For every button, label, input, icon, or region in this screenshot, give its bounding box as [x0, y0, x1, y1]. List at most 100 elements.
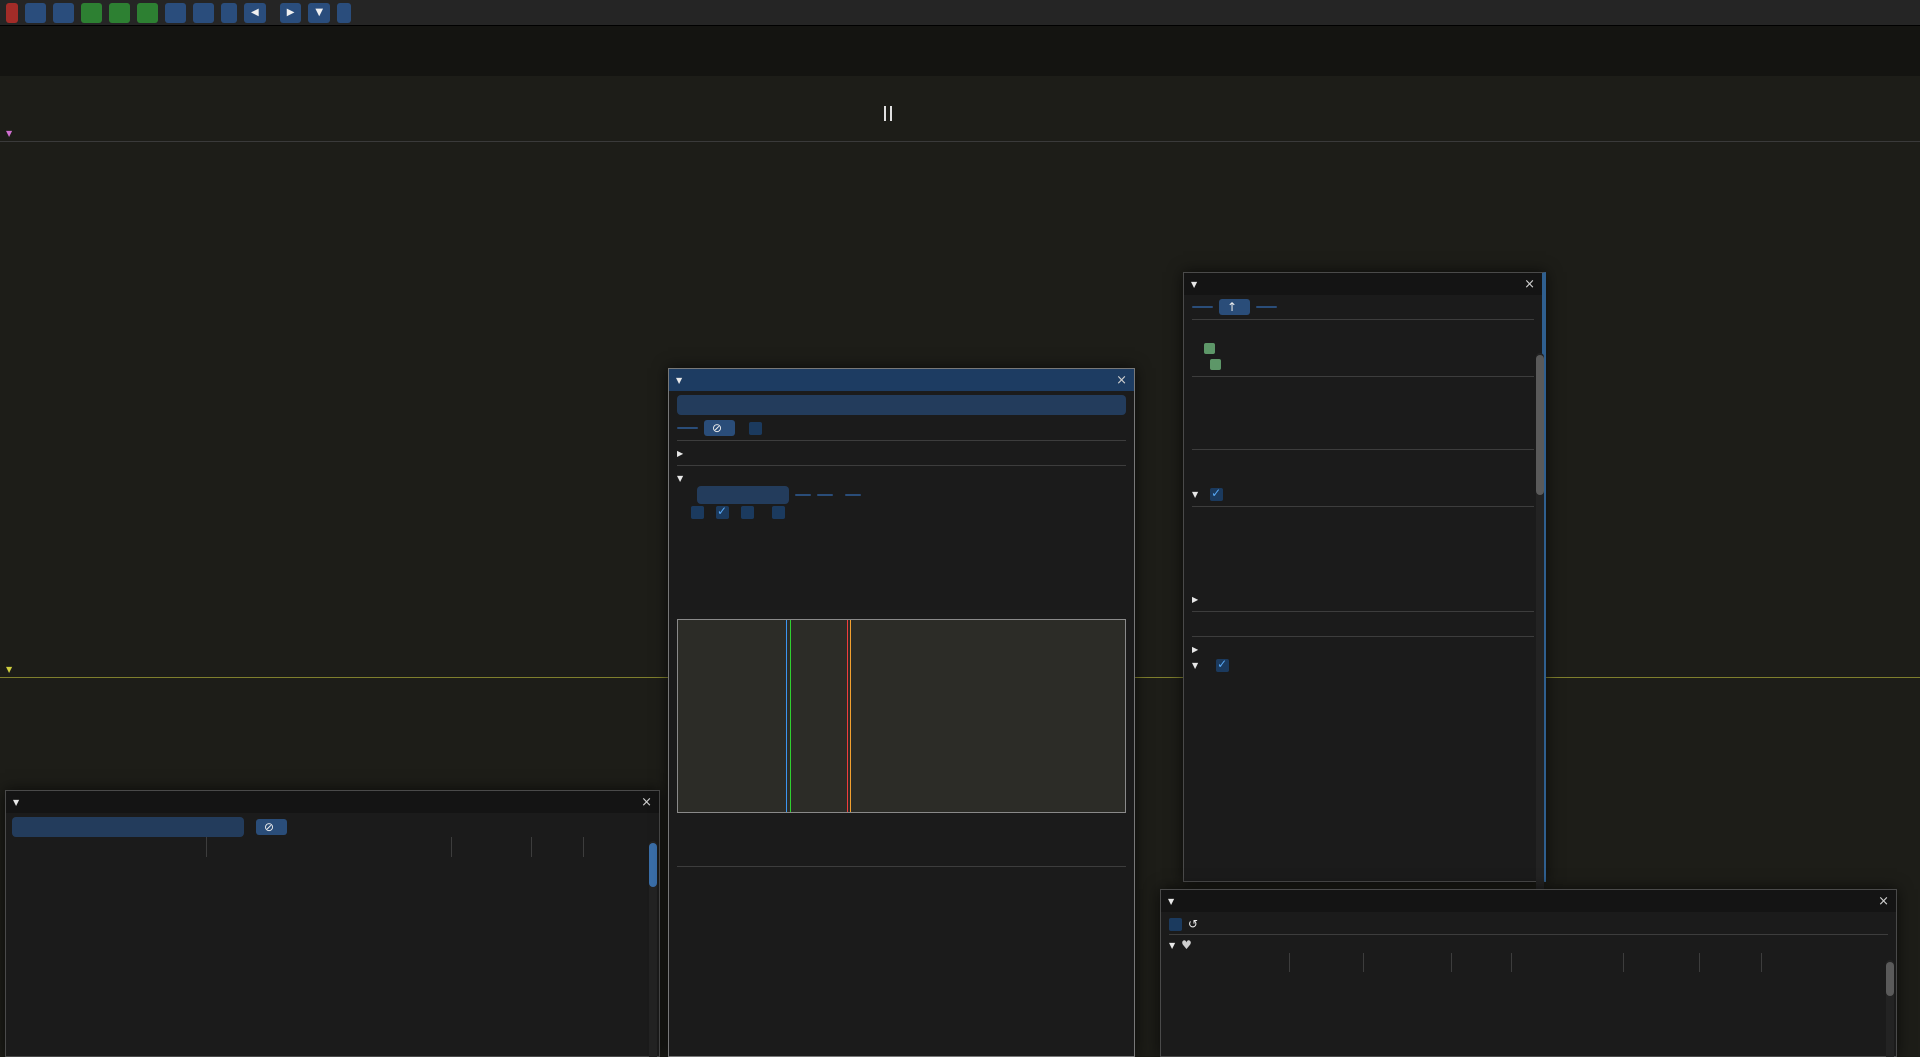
zone-statistics-button[interactable]: [1256, 306, 1278, 308]
cumulate-time-checkbox[interactable]: [741, 505, 754, 519]
frame-overview-strip[interactable]: [0, 26, 1920, 76]
zone-trace-section[interactable]: ▶: [1192, 641, 1534, 657]
statistics-button[interactable]: [109, 2, 130, 23]
ban-icon: ⊘: [264, 820, 275, 834]
find-zone-button[interactable]: [81, 2, 102, 23]
close-icon[interactable]: ×: [1878, 893, 1889, 909]
prev-frame-button[interactable]: ◀: [244, 2, 266, 23]
column-zone-alloc[interactable]: [1623, 953, 1699, 972]
color-swatch: [1204, 342, 1215, 354]
ban-icon: ⊘: [712, 421, 723, 435]
cpu-data-section-header[interactable]: ▼: [0, 126, 1920, 142]
close-icon[interactable]: ×: [641, 794, 652, 810]
memory-window: ▼ × ↺ ▼ ♥: [1160, 889, 1897, 1057]
compare-button[interactable]: [165, 2, 186, 23]
heartbeat-icon: ♥: [1181, 938, 1192, 952]
frame-set-dropdown-button[interactable]: ▼: [308, 2, 331, 23]
time-relative-checkbox[interactable]: [1210, 486, 1224, 501]
restrict-time-checkbox[interactable]: [1169, 917, 1182, 931]
find-zone-window-titlebar[interactable]: ▼ ×: [669, 369, 1134, 391]
group-median-marker: [790, 620, 791, 812]
statistics-window-titlebar[interactable]: ▼ ×: [6, 791, 659, 813]
histogram-section[interactable]: ▼: [677, 470, 1126, 486]
chevron-right-icon: ▶: [286, 7, 295, 18]
zone-info-window-titlebar[interactable]: ▼ ×: [1184, 273, 1542, 295]
min-bin-increase-button[interactable]: [817, 494, 833, 496]
column-call-stack[interactable]: [1761, 953, 1881, 972]
collapse-icon: ▼: [1191, 279, 1198, 289]
close-icon[interactable]: ×: [1524, 276, 1535, 292]
next-frame-button[interactable]: ▶: [279, 2, 302, 23]
zoom-to-zone-button[interactable]: [1192, 306, 1213, 308]
scrollbar[interactable]: [649, 841, 657, 1057]
column-duration[interactable]: [1451, 953, 1511, 972]
messages-button[interactable]: [53, 2, 74, 23]
ignore-case-checkbox[interactable]: [749, 421, 763, 435]
memory-button[interactable]: [137, 2, 158, 23]
caret-down-icon: ▼: [315, 7, 324, 18]
frame-divider: [884, 106, 886, 121]
statistics-table-header: [12, 837, 653, 857]
find-zone-window: ▼ × ⊘ ▶ ▼: [668, 368, 1135, 1057]
filter-zones-input[interactable]: [12, 817, 244, 837]
expand-icon: ▶: [677, 448, 684, 458]
frame-markers[interactable]: [0, 106, 1920, 122]
expand-icon: ▶: [1192, 594, 1199, 604]
options-button[interactable]: [25, 2, 46, 23]
collapse-icon: ▼: [677, 473, 684, 483]
color-swatch: [1210, 358, 1221, 370]
collapse-icon: ▼: [1168, 896, 1175, 906]
column-zone-free[interactable]: [1699, 953, 1761, 972]
close-icon[interactable]: ×: [1116, 372, 1127, 388]
min-bin-decrease-button[interactable]: [795, 494, 811, 496]
reset-button[interactable]: [845, 494, 861, 496]
group-average-marker: [850, 620, 851, 812]
arrow-up-icon: ↑: [1227, 300, 1238, 314]
scrollbar[interactable]: [1536, 353, 1544, 893]
column-name[interactable]: [46, 837, 206, 857]
self-time-checkbox[interactable]: [772, 505, 785, 519]
power-button[interactable]: [6, 2, 18, 23]
histogram-axis: [677, 816, 1126, 846]
average-marker: [847, 620, 848, 812]
allocations-list-section[interactable]: ▶: [1192, 591, 1534, 607]
clear-button[interactable]: ⊘: [704, 420, 736, 436]
column-location[interactable]: [206, 837, 451, 857]
tools-button[interactable]: [221, 2, 237, 23]
matched-source-locations[interactable]: ▶: [677, 445, 1126, 461]
find-zone-query-input[interactable]: [677, 395, 1126, 415]
min-bin-input[interactable]: [697, 486, 789, 504]
goto-frame-button[interactable]: [337, 2, 352, 23]
scrollbar[interactable]: [1886, 960, 1894, 1057]
clear-filter-button[interactable]: ⊘: [256, 819, 288, 835]
log-values-checkbox[interactable]: [691, 505, 704, 519]
wait-regions-section[interactable]: ▼: [1192, 486, 1534, 502]
history-icon: ↺: [1188, 917, 1199, 931]
memory-table-header: [1169, 953, 1888, 972]
log-time-checkbox[interactable]: [716, 504, 729, 519]
collapse-icon: ▼: [13, 797, 20, 807]
find-button[interactable]: [677, 427, 698, 429]
frame-divider: [890, 106, 892, 121]
toolbar: ◀ ▶ ▼: [0, 0, 1920, 26]
chevron-left-icon: ◀: [251, 7, 259, 18]
group-children-checkbox[interactable]: [1216, 657, 1230, 672]
expand-icon: ▶: [1192, 644, 1199, 654]
child-zones-section[interactable]: ▼: [1192, 657, 1534, 673]
memory-window-titlebar[interactable]: ▼ ×: [1161, 890, 1896, 912]
column-size[interactable]: [1289, 953, 1363, 972]
cpu-usage-graph: [0, 150, 1920, 177]
median-marker: [786, 620, 787, 812]
find-zone-histogram[interactable]: [677, 619, 1126, 813]
column-appeared-at[interactable]: [1363, 953, 1451, 972]
collapse-icon: ▼: [6, 129, 13, 138]
zone-info-window: ▼ × ↑ ▼: [1183, 272, 1546, 893]
collapse-icon: ▼: [1192, 489, 1199, 499]
info-button[interactable]: [193, 2, 214, 23]
collapse-icon: ▼: [1192, 660, 1199, 670]
collapse-icon: ▼: [1169, 940, 1176, 950]
collapse-icon: ▼: [676, 375, 683, 385]
go-to-parent-button[interactable]: ↑: [1219, 299, 1251, 315]
active-allocations-section[interactable]: ▼ ♥: [1169, 937, 1888, 953]
